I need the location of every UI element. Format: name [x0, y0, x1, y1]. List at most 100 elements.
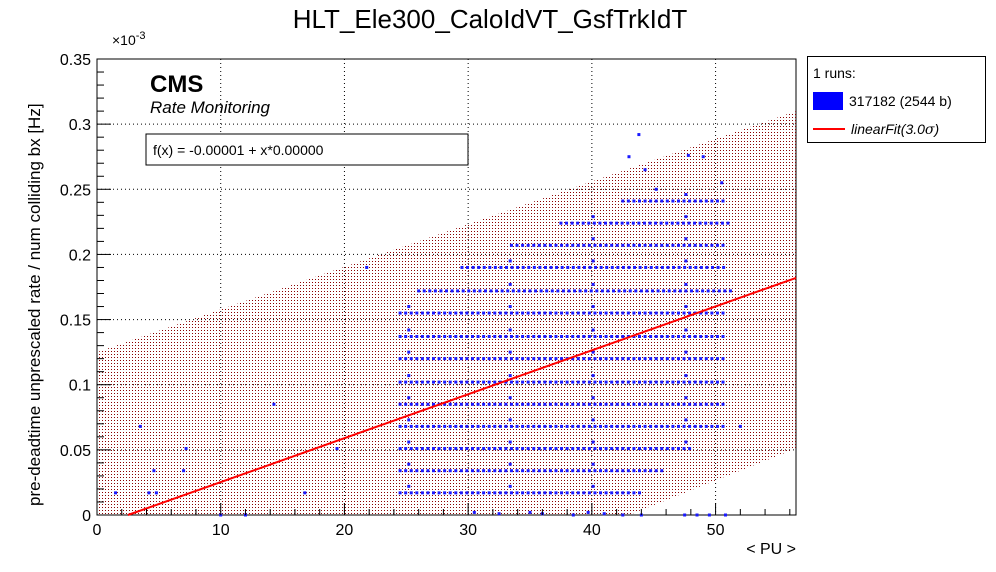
data-point [654, 199, 658, 203]
data-point [620, 221, 624, 225]
data-point [537, 402, 541, 406]
data-point [621, 424, 625, 428]
data-point [493, 311, 497, 315]
data-point [487, 447, 491, 451]
data-point [689, 289, 693, 293]
data-point [571, 491, 575, 495]
data-point [650, 289, 654, 293]
data-point [699, 402, 703, 406]
data-point [684, 259, 688, 263]
data-point [398, 402, 402, 406]
data-point [688, 265, 692, 269]
data-point [448, 402, 452, 406]
data-point [515, 491, 519, 495]
data-point [487, 380, 491, 384]
data-point [532, 380, 536, 384]
data-point [508, 282, 512, 286]
data-point [649, 311, 653, 315]
data-point [632, 469, 636, 473]
x-axis-label: < PU > [746, 541, 796, 558]
data-point [470, 402, 474, 406]
data-point [521, 311, 525, 315]
data-point [415, 491, 419, 495]
data-point [409, 380, 413, 384]
data-point [726, 221, 730, 225]
data-point [591, 328, 595, 332]
data-point [508, 484, 512, 488]
data-point [654, 187, 658, 191]
data-point [459, 311, 463, 315]
data-point [459, 469, 463, 473]
data-point [591, 462, 595, 466]
data-point [420, 380, 424, 384]
data-point [398, 447, 402, 451]
data-point [571, 311, 575, 315]
data-point [682, 357, 686, 361]
data-point [454, 311, 458, 315]
data-point [649, 402, 653, 406]
data-point [632, 380, 636, 384]
data-point [695, 289, 699, 293]
data-point [721, 199, 725, 203]
data-point [582, 335, 586, 339]
data-point [672, 265, 676, 269]
data-point [554, 335, 558, 339]
data-point [715, 402, 719, 406]
data-point [706, 289, 710, 293]
data-point [615, 402, 619, 406]
data-point [532, 491, 536, 495]
data-point [632, 447, 636, 451]
data-point [482, 335, 486, 339]
data-point [699, 357, 703, 361]
data-point [623, 289, 627, 293]
data-point [443, 335, 447, 339]
data-point [407, 484, 411, 488]
data-point [409, 402, 413, 406]
data-point [498, 402, 502, 406]
data-point [637, 402, 641, 406]
data-point [415, 311, 419, 315]
data-point [604, 447, 608, 451]
data-point [593, 357, 597, 361]
data-point [687, 221, 691, 225]
data-point [598, 221, 602, 225]
data-point [599, 357, 603, 361]
data-point [637, 335, 641, 339]
data-point [576, 402, 580, 406]
data-point [465, 380, 469, 384]
axis-ticks: 0 10 20 30 40 50 0 0.05 0.1 0.15 0.2 0.25 0.3 0.35 [60, 52, 791, 539]
data-point [710, 311, 714, 315]
data-point [532, 265, 536, 269]
data-point [521, 380, 525, 384]
data-point [715, 424, 719, 428]
data-point [415, 380, 419, 384]
data-point [656, 289, 660, 293]
x-tick-label: 10 [212, 522, 230, 539]
data-point [626, 380, 630, 384]
data-point [526, 243, 530, 247]
data-point [637, 424, 641, 428]
data-point [632, 357, 636, 361]
data-point [612, 289, 616, 293]
data-point [538, 265, 542, 269]
data-point [710, 357, 714, 361]
data-point [578, 289, 582, 293]
y-tick-label: 0.35 [60, 52, 91, 69]
data-point [543, 265, 547, 269]
data-point [522, 289, 526, 293]
data-point [621, 357, 625, 361]
data-point [621, 513, 625, 517]
data-point [721, 335, 725, 339]
data-point [610, 311, 614, 315]
data-point [628, 289, 632, 293]
data-point [521, 357, 525, 361]
data-point [715, 221, 719, 225]
data-point [643, 243, 647, 247]
legend-series-label: 317182 (2544 b) [849, 93, 952, 109]
data-point [548, 380, 552, 384]
data-point [448, 447, 452, 451]
data-point [591, 282, 595, 286]
data-point [566, 265, 570, 269]
data-point [676, 357, 680, 361]
data-point [621, 335, 625, 339]
